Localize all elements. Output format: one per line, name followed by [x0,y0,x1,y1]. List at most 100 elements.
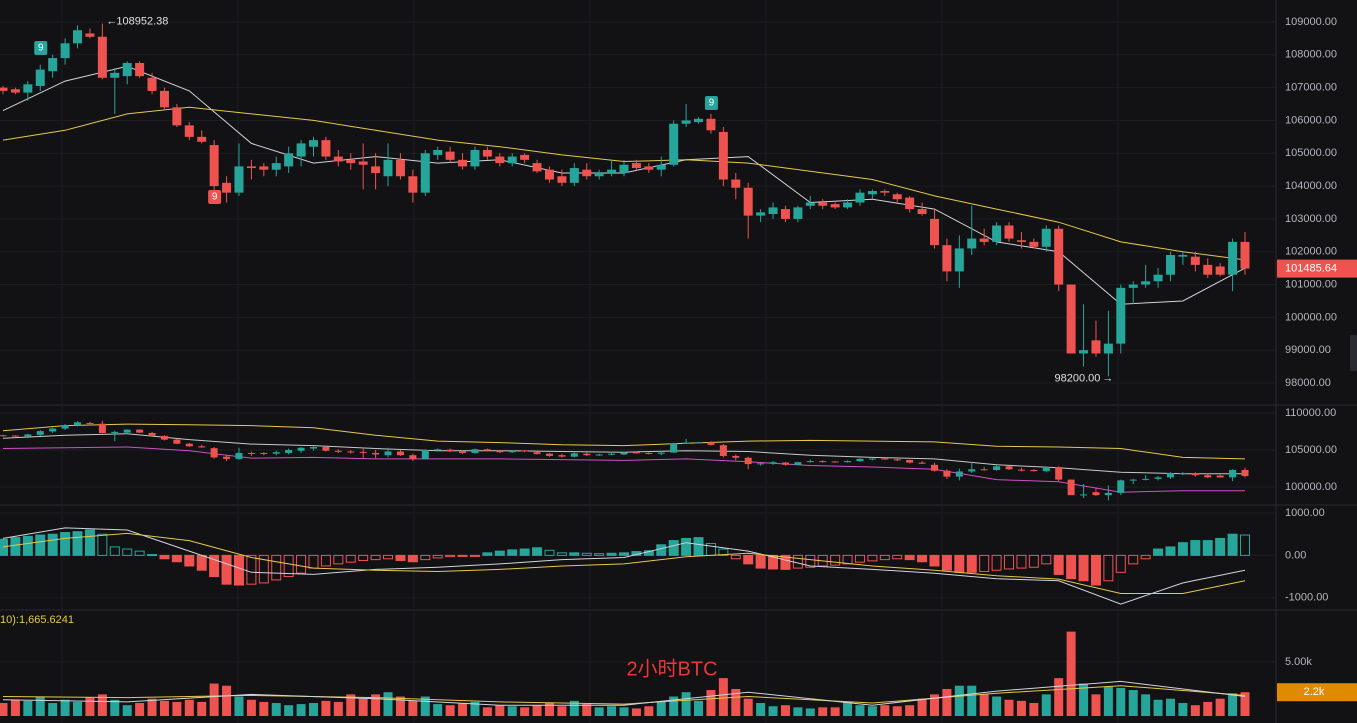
candle-body [159,90,169,108]
macd-bar [60,532,71,556]
volume-bar [644,706,654,716]
candle-body [495,156,505,164]
td-mark: 9 [709,98,715,109]
volume-bar [246,699,256,716]
last-price-label: 101485.64 [1285,263,1337,275]
candle-body [644,166,654,170]
macd-bar [1227,533,1238,556]
volume-bar [520,707,530,716]
candle-body [1017,469,1025,471]
candle-body [893,459,901,461]
candle-body [148,432,156,436]
macd-bar [432,554,443,559]
volume-bar [979,694,989,716]
candle-body [1016,240,1026,242]
candle-body [420,153,430,193]
candle-body [358,161,368,165]
candle-body [1117,480,1125,493]
candle-body [322,447,330,451]
volume-bar [122,705,132,716]
candle-body [471,449,479,453]
volume-bar [867,706,877,716]
candle-body [1204,475,1212,478]
candle-body [434,449,442,451]
candle-body [1178,255,1188,257]
candle-body [372,452,380,455]
candle-body [632,452,640,454]
candle-body [967,238,977,249]
volume-bar [321,700,331,716]
y-tick-label: 109000.00 [1285,16,1337,28]
macd-bar [407,554,418,563]
candle-body [508,450,516,453]
td-badge [704,96,718,110]
volume-bar [346,694,356,716]
candle-body [234,166,244,193]
macd-bar [1066,554,1077,580]
candle-body [1116,287,1126,344]
candle-body [1004,225,1014,239]
candle-body [1030,469,1038,472]
volume-bar [930,694,939,716]
candle-body [271,163,281,170]
volume-bar [482,707,492,716]
volume-bar [669,696,679,716]
macd-bar [84,529,95,556]
candle-body [24,434,32,437]
volume-bar [1091,694,1101,716]
macd-bar [246,554,257,585]
candle-body [805,202,815,206]
macd-bar [184,554,195,567]
candle-body [557,176,567,183]
candle-body [843,202,853,208]
candle-body [98,423,106,433]
indicator-line [2,532,1246,594]
macd-bar [171,554,182,563]
macd-bar [320,554,331,567]
macd-bar [97,533,108,556]
candle-body [97,36,107,78]
candle-body [856,458,864,462]
volume-bar [97,694,107,716]
volume-bar [1041,694,1051,716]
indicator-line [2,527,1246,605]
volume-bar [1240,692,1250,716]
y-tick-label: 101000.00 [1285,278,1337,290]
scroll-handle[interactable] [1350,335,1357,371]
candle-body [259,166,269,170]
macd-bar [109,546,120,556]
candle-body [1091,340,1101,354]
candle-body [931,464,938,471]
volume-bar [1228,693,1238,716]
candle-body [545,453,553,456]
candle-body [1005,466,1013,470]
volume-bar [48,703,58,716]
macd-bar [929,554,940,567]
candle-body [147,77,157,91]
macd-bar [805,554,816,568]
candle-body [1080,494,1088,496]
candle-body [86,422,94,424]
candle-body [954,248,964,272]
candle-body [657,452,665,454]
y-tick-label: 98000.00 [1285,377,1331,389]
indicator-line [2,423,1246,460]
macd-bar [1115,554,1126,573]
candle-body [433,149,443,155]
y-tick-label: 1000.00 [1285,507,1325,519]
macd-bar [1053,554,1064,575]
volume-tag [1277,683,1357,702]
macd-bar [72,531,83,556]
macd-bar [954,554,965,573]
candle-body [533,452,541,455]
candle-body [656,164,666,170]
volume-bar [458,703,468,716]
candle-body [334,450,342,452]
volume-bar [73,701,83,716]
candle-body [670,443,678,453]
volume-bar [507,706,517,716]
candle-body [1179,472,1187,474]
td-mark: 9 [212,192,218,203]
candle-body [459,451,467,453]
arrow: → [1102,372,1113,384]
